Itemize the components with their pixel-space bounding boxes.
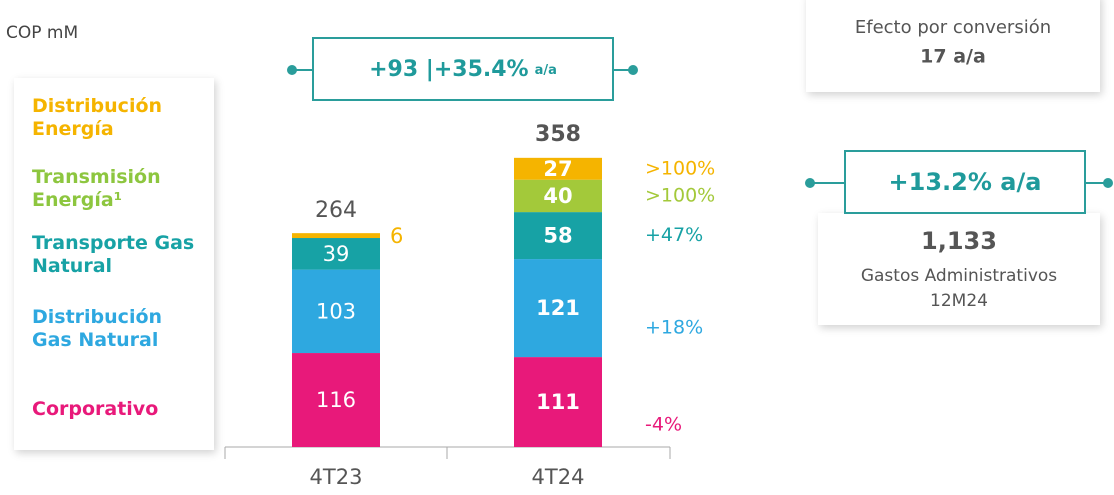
growth-suffix: a/a xyxy=(535,63,557,78)
dot xyxy=(805,178,815,188)
bar-segment xyxy=(292,238,380,270)
change-label: +47% xyxy=(645,224,703,246)
x-tick-label: 4T23 xyxy=(310,465,363,489)
dot xyxy=(1103,178,1113,188)
legend-entry: Transporte Gas Natural xyxy=(32,232,195,277)
bar-segment xyxy=(292,233,380,239)
admin-panel xyxy=(818,213,1100,325)
growth-annotation: +93 |+35.4% a/a xyxy=(369,57,557,82)
bar-segment xyxy=(292,353,380,447)
growth-main: +93 |+35.4% xyxy=(369,57,529,82)
legend-entry: Corporativo xyxy=(32,398,159,420)
legend-entry: Transmisión Energía¹ xyxy=(32,166,161,211)
unit-label: COP mM xyxy=(6,23,78,43)
value-label: 103 xyxy=(316,299,356,323)
legend-entry: Distribución Gas Natural xyxy=(32,306,163,351)
conversion-value: 17 a/a xyxy=(920,46,986,68)
value-label: 40 xyxy=(543,184,572,208)
dot xyxy=(287,65,297,75)
change-label: >100% xyxy=(645,157,715,179)
bar-segment xyxy=(514,357,602,447)
admin-growth: +13.2% a/a xyxy=(889,168,1042,196)
change-label: +18% xyxy=(645,317,703,339)
value-label: 121 xyxy=(536,296,580,320)
value-label: 6 xyxy=(390,224,403,248)
bar-segment xyxy=(292,269,380,354)
change-label: >100% xyxy=(645,184,715,206)
value-label: 39 xyxy=(323,242,350,266)
bar-segment xyxy=(514,157,602,180)
legend-panel xyxy=(14,78,214,450)
total-label: 264 xyxy=(315,198,357,223)
dot xyxy=(628,65,638,75)
value-label: 111 xyxy=(536,390,580,414)
annotation-box xyxy=(312,37,614,101)
conversion-panel xyxy=(806,0,1100,92)
legend-entry: Distribución Energía xyxy=(32,95,163,140)
conversion-title: Efecto por conversión xyxy=(855,17,1051,38)
bar-segment xyxy=(514,179,602,213)
value-label: 27 xyxy=(543,157,572,181)
bar-segment xyxy=(514,212,602,260)
admin-label: Gastos Administrativos xyxy=(861,266,1057,286)
change-label: -4% xyxy=(645,414,682,436)
admin-growth-box xyxy=(844,150,1086,214)
x-tick-label: 4T24 xyxy=(532,465,585,489)
value-label: 116 xyxy=(316,388,356,412)
bar-segment xyxy=(514,259,602,358)
admin-value: 1,133 xyxy=(921,227,997,255)
total-label: 358 xyxy=(535,122,581,147)
admin-period: 12M24 xyxy=(930,291,988,311)
value-label: 58 xyxy=(543,224,572,248)
